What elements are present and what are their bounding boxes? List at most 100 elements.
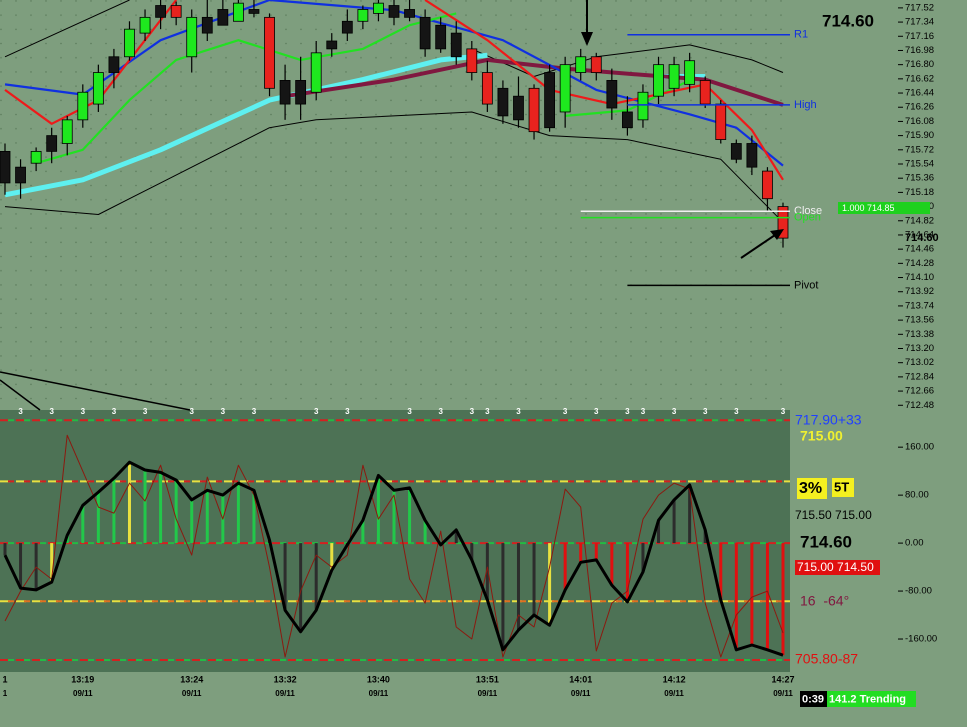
y-tick-label: 715.72 xyxy=(905,144,934,155)
candle-body xyxy=(450,32,462,58)
candle-body xyxy=(0,150,11,184)
candle-body xyxy=(232,2,244,22)
candle-body xyxy=(295,80,307,105)
x-tick-date: 1 xyxy=(3,689,8,698)
oscillator-group: 3 3 3 3 3 3 3 3 3 3 3 3 3 3 3 3 3 3 3 3 3 3 3 160.00 80.00 0.00 -8… xyxy=(0,407,937,662)
histogram-bar xyxy=(159,472,163,544)
candle-body xyxy=(341,20,353,34)
candle-body xyxy=(15,166,26,184)
histogram-bar xyxy=(112,478,116,544)
readout: 5T xyxy=(834,479,849,494)
y-tick-label: 0.00 xyxy=(905,538,924,549)
candle-body xyxy=(435,24,447,50)
status-box xyxy=(800,691,827,707)
readout: 715.00 714.50 xyxy=(797,560,874,574)
y-tick-label: 716.98 xyxy=(905,45,934,56)
histogram-bar xyxy=(283,543,287,611)
x-tick-date: 09/11 xyxy=(478,689,498,698)
candle-body xyxy=(777,206,789,239)
histogram-bar xyxy=(3,543,7,556)
bar-marker: 3 xyxy=(625,407,630,416)
y-tick-label: 715.18 xyxy=(905,187,934,198)
x-tick-label: 1 xyxy=(2,674,7,684)
readout-box xyxy=(795,560,880,575)
y-tick-label: 712.48 xyxy=(905,400,934,411)
y-tick-label: 716.26 xyxy=(905,102,934,113)
histogram-bar xyxy=(781,543,785,656)
y-tick-label: 713.02 xyxy=(905,357,934,368)
bar-marker: 3 xyxy=(143,407,148,416)
histogram-bar xyxy=(34,543,38,590)
histogram-bar xyxy=(423,520,427,544)
bar-marker: 3 xyxy=(407,407,412,416)
bar-marker: 3 xyxy=(470,407,475,416)
histogram-bar xyxy=(610,543,614,586)
close-tag-box xyxy=(838,202,930,214)
candle-body xyxy=(30,150,42,164)
candle-body xyxy=(404,9,415,18)
y-tick-label: 714.64 xyxy=(905,229,934,240)
candle-body xyxy=(575,56,587,73)
candle-body xyxy=(326,40,338,50)
y-tick-label: 714.28 xyxy=(905,258,934,269)
arrow xyxy=(740,232,779,259)
histogram-bar xyxy=(299,543,303,632)
candle-body xyxy=(61,119,73,144)
histogram-bar xyxy=(314,543,318,611)
candle-body xyxy=(730,143,742,160)
x-tick-label: 13:51 xyxy=(476,674,499,684)
candle-body xyxy=(357,9,369,22)
bar-marker: 3 xyxy=(221,407,226,416)
candle-body xyxy=(139,16,151,34)
y-tick-label: 715.90 xyxy=(905,130,934,141)
histogram-bar xyxy=(485,543,489,601)
y-tick-label: 717.52 xyxy=(905,2,934,13)
histogram-bar xyxy=(236,483,240,544)
candle-body xyxy=(466,48,478,73)
candle-body xyxy=(653,64,664,97)
y-tick-label: 715.54 xyxy=(905,159,934,170)
candle-body xyxy=(124,28,135,58)
bar-marker: 3 xyxy=(314,407,319,416)
arrow-head xyxy=(581,32,593,46)
candle-body xyxy=(77,91,89,121)
x-tick-label: 14:12 xyxy=(663,674,686,684)
last-price: 714.60 xyxy=(822,11,874,30)
histogram-bar xyxy=(501,543,505,650)
histogram-bar xyxy=(548,543,552,626)
overlay-line xyxy=(4,0,784,77)
level-label: Pivot xyxy=(794,279,818,291)
histogram-bar xyxy=(81,505,85,544)
candle-body xyxy=(481,72,493,105)
y-tick-label: 713.20 xyxy=(905,343,934,354)
candle-body xyxy=(92,72,104,105)
candle-body xyxy=(279,80,291,105)
readout: 705.80-87 xyxy=(795,651,858,667)
histogram-bar xyxy=(672,499,676,544)
y-tick-label: 80.00 xyxy=(905,490,929,501)
candle-body xyxy=(170,5,182,18)
readout-box xyxy=(832,478,854,497)
histogram-bar xyxy=(657,520,661,544)
oscillator-line xyxy=(3,460,784,657)
candle-body xyxy=(217,9,229,26)
x-tick-date: 09/11 xyxy=(664,689,684,698)
y-tick-label: 717.34 xyxy=(905,17,934,28)
level-label: Open xyxy=(794,212,821,224)
candle-body xyxy=(746,143,758,168)
arrow-head xyxy=(770,229,784,240)
level-label: R1 xyxy=(794,29,808,41)
histogram-bar xyxy=(96,492,100,544)
bar-marker: 3 xyxy=(189,407,194,416)
y-tick-label: 712.84 xyxy=(905,371,934,382)
histogram-bar xyxy=(750,543,754,646)
trendline xyxy=(0,379,41,411)
y-tick-label: 716.44 xyxy=(905,88,934,99)
candle-body xyxy=(388,5,400,18)
y-tick-label: 713.74 xyxy=(905,300,934,311)
histogram-bar xyxy=(719,543,723,601)
y-tick-label: 713.38 xyxy=(905,329,934,340)
overlay-line xyxy=(4,0,784,167)
